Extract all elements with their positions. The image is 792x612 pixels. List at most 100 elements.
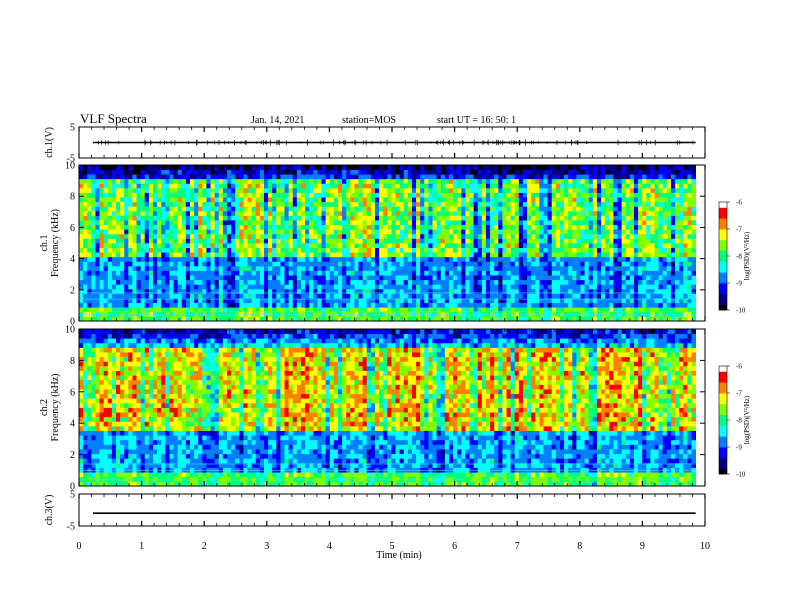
spectrogram-cell — [231, 206, 236, 212]
spectrogram-cell — [354, 302, 359, 308]
spectrogram-cell — [518, 215, 524, 221]
spectrogram-cell — [124, 169, 129, 175]
spectrogram-cell — [329, 206, 335, 212]
spectrogram-cell — [588, 169, 594, 175]
spectrogram-cell — [576, 187, 581, 193]
spectrogram-cell — [177, 316, 183, 322]
spectrogram-cell — [222, 201, 228, 207]
spectrogram-cell — [453, 229, 458, 235]
spectrogram-cell — [173, 220, 179, 226]
spectrogram-cell — [568, 311, 573, 317]
spectrogram-cell — [387, 224, 392, 230]
spectrogram-cell — [103, 224, 109, 230]
spectrogram-cell — [629, 178, 635, 184]
spectrogram-cell — [251, 307, 257, 313]
spectrogram-cell — [309, 252, 314, 258]
spectrogram-cell — [494, 197, 499, 203]
spectrogram-cell — [568, 265, 573, 271]
spectrogram-cell — [309, 178, 314, 184]
spectrogram-cell — [420, 284, 425, 290]
spectrogram-cell — [300, 197, 306, 203]
spectrogram-cell — [502, 169, 507, 175]
spectrogram-cell — [601, 210, 606, 216]
spectrogram-cell — [140, 192, 146, 198]
spectrogram-cell — [576, 256, 581, 262]
spectrogram-cell — [235, 284, 240, 290]
spectrogram-cell — [350, 174, 355, 180]
spectrogram-cell — [601, 311, 606, 317]
spectrogram-cell — [473, 247, 479, 253]
spectrogram-cell — [202, 192, 207, 198]
spectrogram-cell — [152, 210, 158, 216]
spectrogram-cell — [263, 224, 269, 230]
spectrogram-cell — [576, 307, 581, 313]
spectrogram-cell — [605, 298, 610, 304]
spectrogram-cell — [642, 183, 647, 189]
spectrogram-cell — [395, 265, 401, 271]
spectrogram-cell — [638, 224, 643, 230]
spectrogram-cell — [387, 192, 392, 198]
spectrogram-cell — [617, 256, 623, 262]
spectrogram-cell — [165, 201, 170, 207]
spectrogram-cell — [596, 229, 602, 235]
spectrogram-cell — [91, 215, 96, 221]
spectrogram-cell — [165, 220, 170, 226]
spectrogram-cell — [432, 311, 438, 317]
spectrogram-cell — [518, 201, 524, 207]
spectrogram-cell — [111, 279, 117, 285]
spectrogram-cell — [601, 224, 606, 230]
spectrogram-cell — [580, 243, 586, 248]
spectrogram-cell — [596, 206, 602, 212]
spectrogram-cell — [592, 197, 598, 203]
spectrogram-cell — [284, 201, 290, 207]
spectrogram-cell — [498, 243, 503, 248]
spectrogram-cell — [596, 270, 602, 276]
spectrogram-cell — [128, 233, 133, 239]
spectrogram-cell — [469, 187, 475, 193]
spectrogram-cell — [625, 169, 631, 175]
spectrogram-cell — [177, 224, 183, 230]
spectrogram-cell — [379, 247, 384, 253]
spectrogram-cell — [79, 270, 84, 276]
spectrogram-cell — [128, 270, 133, 276]
spectrogram-cell — [91, 261, 96, 267]
spectrogram-cell — [625, 178, 631, 184]
spectrogram-cell — [535, 261, 540, 267]
spectrogram-cell — [346, 229, 351, 235]
spectrogram-cell — [309, 243, 314, 248]
spectrogram-cell — [605, 270, 610, 276]
spectrogram-cell — [177, 178, 183, 184]
spectrogram-cell — [613, 302, 618, 308]
spectrogram-cell — [144, 238, 150, 244]
spectrogram-cell — [152, 261, 158, 267]
spectrogram-cell — [518, 270, 524, 276]
spectrogram-cell — [148, 183, 154, 189]
spectrogram-cell — [559, 224, 565, 230]
spectrogram-cell — [399, 243, 405, 248]
spectrogram-cell — [226, 265, 232, 271]
spectrogram-cell — [243, 275, 248, 281]
spectrogram-cell — [358, 298, 364, 304]
spectrogram-cell — [481, 178, 487, 184]
spectrogram-cell — [564, 201, 569, 207]
spectrogram-cell — [210, 298, 216, 304]
spectrogram-cell — [416, 201, 421, 207]
spectrogram-cell — [317, 247, 322, 253]
spectrogram-cell — [457, 165, 462, 170]
spectrogram-cell — [465, 201, 470, 207]
spectrogram-cell — [185, 311, 191, 317]
spectrogram-cell — [485, 229, 491, 235]
spectrogram-cell — [296, 229, 302, 235]
spectrogram-cell — [354, 220, 359, 226]
spectrogram-cell — [646, 243, 651, 248]
spectrogram-cell — [395, 192, 401, 198]
spectrogram-cell — [280, 311, 285, 317]
spectrogram-cell — [181, 293, 187, 299]
spectrogram-cell — [214, 256, 220, 262]
spectrogram-cell — [337, 183, 343, 189]
spectrogram-cell — [268, 233, 273, 239]
spectrogram-cell — [605, 256, 610, 262]
spectrogram-cell — [564, 233, 569, 239]
spectrogram-cell — [152, 311, 158, 317]
spectrogram-cell — [206, 187, 211, 193]
